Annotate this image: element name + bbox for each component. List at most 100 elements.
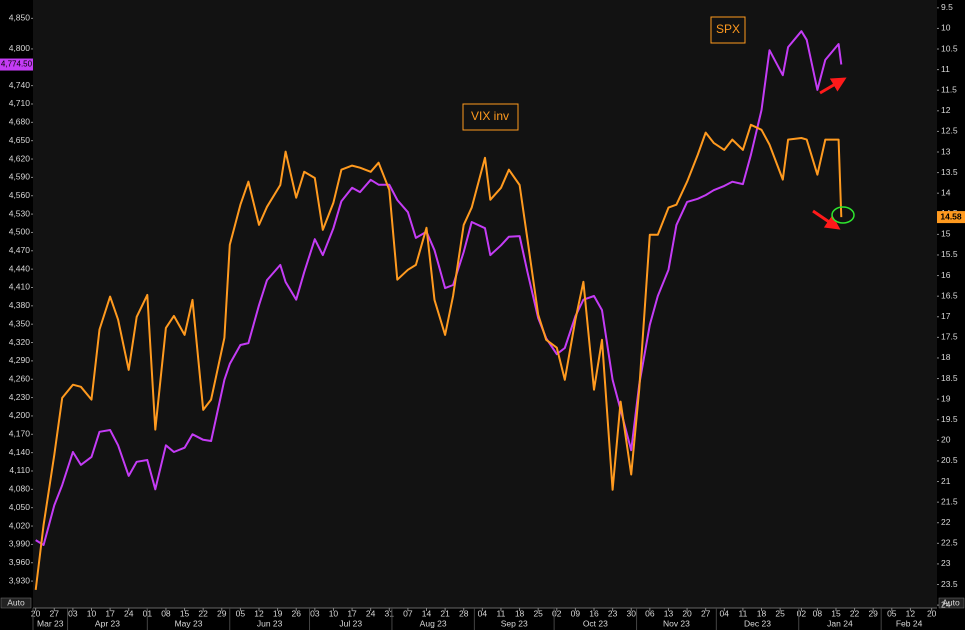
y2-tick-label: 20.5 bbox=[941, 455, 958, 465]
x-tick-label: 25 bbox=[775, 608, 785, 618]
auto-button bbox=[0, 597, 32, 609]
y2-tick-label: 24 bbox=[941, 599, 951, 609]
y-tick-label: 4,290 bbox=[9, 355, 31, 365]
y-tick-label: 4,350 bbox=[9, 318, 31, 328]
y2-tick-label: 11.5 bbox=[941, 84, 957, 94]
arrow bbox=[819, 77, 847, 95]
series-line bbox=[35, 30, 843, 546]
x-tick-label: 11 bbox=[497, 608, 506, 618]
y-tick-label: 4,620 bbox=[9, 153, 31, 163]
x-tick-label: 08 bbox=[161, 608, 171, 618]
y2-tick-label: 13.5 bbox=[941, 167, 958, 177]
y-tick-label: 4,680 bbox=[9, 117, 31, 127]
y-tick-label: 4,170 bbox=[9, 429, 31, 439]
y2-tick-label: 17.5 bbox=[941, 332, 958, 342]
x-tick-label: 10 bbox=[87, 608, 97, 618]
y2-tick-label: 14 bbox=[941, 187, 951, 197]
x-tick-label: 12 bbox=[906, 608, 916, 618]
y2-tick-label: 22 bbox=[941, 517, 951, 527]
x-tick-label: 04 bbox=[478, 608, 488, 618]
series-group bbox=[34, 30, 843, 591]
y-tick-label: 4,800 bbox=[9, 43, 31, 53]
y-tick-label: 4,110 bbox=[9, 465, 30, 475]
y2-tick-label: 18.5 bbox=[941, 373, 958, 383]
arrow bbox=[812, 209, 841, 230]
y2-tick-label: 19 bbox=[941, 393, 951, 403]
y-tick-label: 3,990 bbox=[9, 539, 31, 549]
x-tick-label: 20 bbox=[927, 608, 937, 618]
auto-label: Auto bbox=[942, 597, 960, 607]
x-tick-label: 07 bbox=[403, 608, 413, 618]
x-tick-label: 17 bbox=[347, 608, 357, 618]
x-tick-label: 08 bbox=[813, 608, 823, 618]
annotation: VIX inv bbox=[471, 109, 509, 123]
highlight-circle bbox=[831, 206, 855, 224]
y2-tick-label: 16 bbox=[941, 270, 951, 280]
y-tick-label: 4,050 bbox=[9, 502, 31, 512]
y-tick-label: 4,020 bbox=[9, 520, 31, 530]
y-tick-label: 4,850 bbox=[9, 13, 31, 23]
plot-area bbox=[33, 0, 937, 608]
y2-tick-label: 22.5 bbox=[941, 538, 958, 548]
y-tick-label: 4,590 bbox=[9, 172, 31, 182]
y2-tick-label: 11 bbox=[941, 64, 950, 74]
x-tick-label: 11 bbox=[738, 608, 747, 618]
x-tick-label: 05 bbox=[236, 608, 246, 618]
x-tick-label: 26 bbox=[291, 608, 301, 618]
last-value-label: 4,774.50 bbox=[1, 60, 33, 69]
y2-tick-label: 19.5 bbox=[941, 414, 958, 424]
y-tick-label: 4,560 bbox=[9, 190, 31, 200]
y-tick-label: 4,410 bbox=[9, 282, 31, 292]
x-month-label: Mar 23 bbox=[37, 618, 64, 628]
last-value-label: 14.58 bbox=[940, 211, 962, 221]
auto-button bbox=[938, 597, 965, 609]
y-tick-label: 4,530 bbox=[9, 208, 31, 218]
x-tick-label: 20 bbox=[682, 608, 692, 618]
y-tick-label: 4,380 bbox=[9, 300, 31, 310]
x-tick-label: 31 bbox=[385, 608, 395, 618]
y2-tick-label: 12 bbox=[941, 105, 951, 115]
y2-tick-label: 23.5 bbox=[941, 579, 958, 589]
x-tick-label: 02 bbox=[552, 608, 562, 618]
y2-tick-label: 10 bbox=[941, 23, 951, 33]
x-month-label: Sep 23 bbox=[501, 618, 528, 628]
x-tick-label: 14 bbox=[422, 608, 432, 618]
x-tick-label: 15 bbox=[831, 608, 841, 618]
x-tick-label: 22 bbox=[198, 608, 208, 618]
series-line bbox=[34, 123, 843, 591]
y2-tick-label: 15 bbox=[941, 229, 951, 239]
x-month-label: Apr 23 bbox=[95, 618, 120, 628]
x-tick-label: 24 bbox=[366, 608, 376, 618]
x-tick-label: 10 bbox=[329, 608, 339, 618]
x-tick-label: 21 bbox=[440, 608, 450, 618]
y2-tick-label: 21.5 bbox=[941, 496, 958, 506]
y-tick-label: 3,930 bbox=[9, 575, 31, 585]
annotation-box bbox=[710, 16, 746, 44]
x-tick-label: 27 bbox=[701, 608, 711, 618]
auto-label: Auto bbox=[7, 597, 25, 607]
y-tick-label: 4,200 bbox=[9, 410, 31, 420]
x-tick-label: 23 bbox=[608, 608, 618, 618]
x-tick-label: 19 bbox=[273, 608, 283, 618]
last-value-tag bbox=[0, 58, 33, 71]
y-tick-label: 4,140 bbox=[9, 447, 31, 457]
x-tick-label: 27 bbox=[50, 608, 60, 618]
x-tick-label: 03 bbox=[310, 608, 320, 618]
x-month-label: Feb 24 bbox=[896, 618, 923, 628]
x-month-label: Jan 24 bbox=[827, 618, 853, 628]
x-tick-label: 20 bbox=[31, 608, 41, 618]
y-tick-label: 4,500 bbox=[9, 227, 31, 237]
x-tick-label: 22 bbox=[850, 608, 860, 618]
x-tick-label: 03 bbox=[68, 608, 78, 618]
x-tick-label: 09 bbox=[571, 608, 581, 618]
x-month-label: Dec 23 bbox=[744, 618, 771, 628]
y2-tick-label: 23 bbox=[941, 558, 951, 568]
x-tick-label: 06 bbox=[645, 608, 655, 618]
y-tick-label: 4,650 bbox=[9, 135, 31, 145]
x-month-label: Aug 23 bbox=[420, 618, 447, 628]
y2-tick-label: 10.5 bbox=[941, 43, 958, 53]
annotation: SPX bbox=[716, 22, 740, 36]
y2-tick-label: 9.5 bbox=[941, 2, 953, 12]
x-tick-label: 28 bbox=[459, 608, 469, 618]
